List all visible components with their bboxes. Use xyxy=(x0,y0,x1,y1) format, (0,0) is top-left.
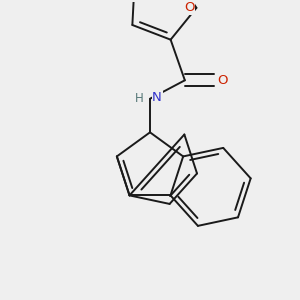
Text: N: N xyxy=(152,91,162,104)
Text: O: O xyxy=(217,74,228,87)
Text: O: O xyxy=(184,1,194,14)
Text: H: H xyxy=(134,92,143,105)
